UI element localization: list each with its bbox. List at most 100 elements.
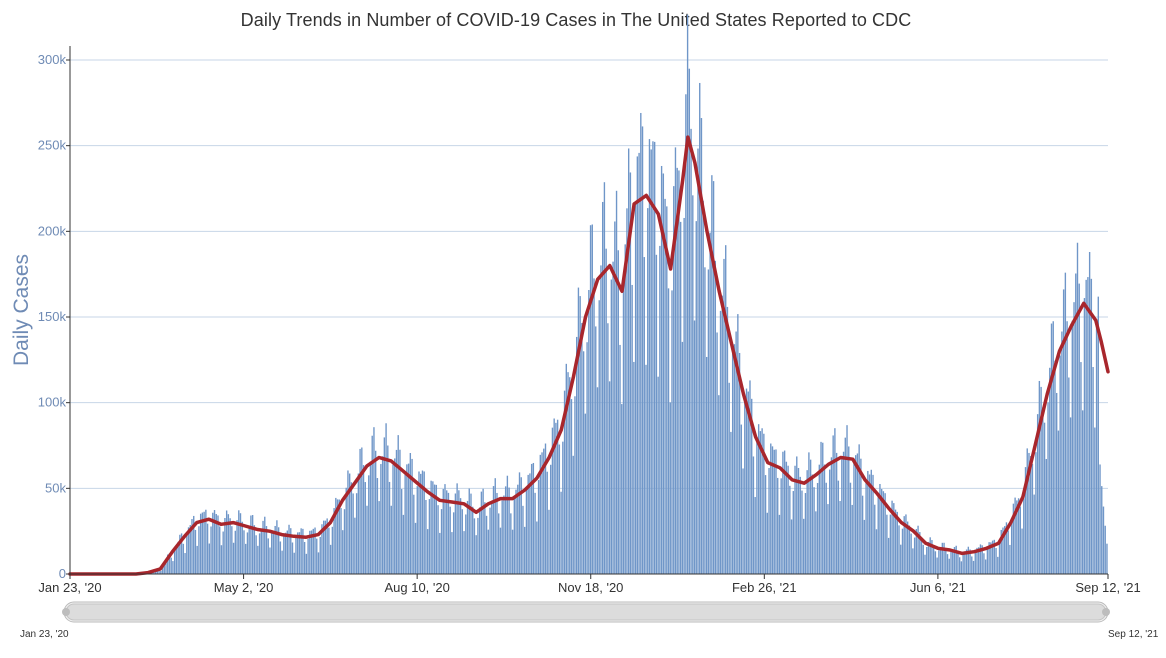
daily-bar[interactable] bbox=[842, 451, 845, 574]
daily-bar[interactable] bbox=[388, 481, 391, 574]
daily-bar[interactable] bbox=[534, 492, 536, 574]
daily-bar[interactable] bbox=[610, 279, 613, 574]
daily-bar[interactable] bbox=[993, 539, 996, 574]
daily-bar[interactable] bbox=[960, 561, 963, 574]
daily-bar[interactable] bbox=[411, 458, 413, 574]
daily-bar[interactable] bbox=[258, 533, 261, 574]
daily-bar[interactable] bbox=[394, 458, 396, 574]
range-navigator[interactable]: Jan 23, '20 Sep 12, '21 bbox=[20, 601, 1159, 640]
daily-bar[interactable] bbox=[312, 528, 314, 574]
daily-bar[interactable] bbox=[452, 512, 455, 574]
daily-bar[interactable] bbox=[1047, 402, 1049, 574]
daily-bar[interactable] bbox=[848, 446, 850, 574]
daily-bar[interactable] bbox=[972, 560, 975, 574]
daily-bar[interactable] bbox=[1009, 544, 1011, 574]
daily-bar[interactable] bbox=[1049, 367, 1051, 574]
daily-bar[interactable] bbox=[361, 447, 363, 575]
daily-bar[interactable] bbox=[782, 451, 784, 574]
daily-bar[interactable] bbox=[1035, 452, 1037, 574]
daily-bar[interactable] bbox=[324, 520, 327, 574]
daily-bar[interactable] bbox=[281, 550, 283, 574]
daily-bar[interactable] bbox=[208, 543, 211, 574]
daily-bar[interactable] bbox=[971, 556, 973, 574]
daily-bar[interactable] bbox=[565, 363, 567, 574]
daily-bar[interactable] bbox=[504, 486, 507, 574]
daily-bar[interactable] bbox=[522, 505, 524, 574]
daily-bar[interactable] bbox=[184, 553, 186, 574]
daily-bar[interactable] bbox=[934, 551, 937, 574]
daily-bar[interactable] bbox=[813, 487, 815, 574]
daily-bar[interactable] bbox=[1038, 380, 1041, 574]
daily-bar[interactable] bbox=[745, 388, 748, 574]
daily-bar[interactable] bbox=[168, 553, 171, 574]
daily-bar[interactable] bbox=[882, 491, 885, 574]
daily-bar[interactable] bbox=[943, 542, 945, 574]
daily-bar[interactable] bbox=[829, 469, 831, 574]
daily-bar[interactable] bbox=[251, 515, 254, 574]
daily-bar[interactable] bbox=[539, 454, 541, 574]
daily-bar[interactable] bbox=[787, 465, 789, 574]
daily-bar[interactable] bbox=[297, 532, 299, 574]
daily-bar[interactable] bbox=[290, 528, 292, 574]
daily-bar[interactable] bbox=[529, 473, 531, 574]
daily-bar[interactable] bbox=[219, 526, 221, 574]
daily-bar[interactable] bbox=[543, 448, 545, 574]
daily-bar[interactable] bbox=[399, 449, 401, 574]
daily-bar[interactable] bbox=[241, 521, 243, 574]
daily-bar[interactable] bbox=[901, 528, 904, 574]
daily-bar[interactable] bbox=[1085, 279, 1087, 574]
daily-bar[interactable] bbox=[1101, 486, 1103, 574]
daily-bar[interactable] bbox=[459, 498, 462, 574]
daily-bar[interactable] bbox=[1010, 523, 1013, 574]
daily-bar[interactable] bbox=[588, 290, 590, 574]
daily-bar[interactable] bbox=[440, 509, 443, 574]
daily-bar[interactable] bbox=[366, 505, 368, 574]
daily-bar[interactable] bbox=[179, 534, 181, 574]
daily-bar[interactable] bbox=[872, 474, 874, 574]
daily-bar[interactable] bbox=[517, 484, 519, 574]
daily-bar[interactable] bbox=[804, 493, 807, 574]
daily-bar[interactable] bbox=[518, 472, 521, 574]
daily-bar[interactable] bbox=[492, 486, 495, 574]
daily-bar[interactable] bbox=[381, 456, 384, 574]
daily-bar[interactable] bbox=[199, 513, 202, 574]
daily-bar[interactable] bbox=[210, 526, 212, 574]
daily-bar[interactable] bbox=[718, 395, 720, 574]
daily-bar[interactable] bbox=[629, 172, 632, 574]
daily-bar[interactable] bbox=[498, 513, 500, 574]
daily-bar[interactable] bbox=[1012, 503, 1015, 574]
daily-bar[interactable] bbox=[1097, 296, 1099, 574]
daily-bar[interactable] bbox=[912, 548, 914, 574]
daily-bar[interactable] bbox=[936, 557, 938, 574]
daily-bar[interactable] bbox=[633, 361, 635, 574]
daily-bar[interactable] bbox=[352, 493, 354, 574]
daily-bar[interactable] bbox=[288, 524, 290, 574]
daily-bar[interactable] bbox=[860, 458, 862, 574]
daily-bar[interactable] bbox=[1000, 529, 1002, 574]
daily-bar[interactable] bbox=[217, 515, 219, 574]
daily-bar[interactable] bbox=[662, 173, 665, 575]
daily-bar[interactable] bbox=[988, 542, 990, 574]
daily-bar[interactable] bbox=[245, 543, 247, 574]
daily-bar[interactable] bbox=[778, 514, 781, 574]
daily-bar[interactable] bbox=[333, 508, 335, 574]
daily-bar[interactable] bbox=[922, 544, 924, 574]
daily-bar[interactable] bbox=[454, 493, 457, 574]
daily-bar[interactable] bbox=[536, 521, 538, 574]
daily-bar[interactable] bbox=[463, 531, 465, 574]
daily-bar[interactable] bbox=[997, 556, 999, 574]
daily-bar[interactable] bbox=[650, 149, 652, 574]
daily-bar[interactable] bbox=[757, 424, 760, 574]
daily-bar[interactable] bbox=[783, 450, 786, 574]
daily-bar[interactable] bbox=[348, 473, 351, 574]
daily-bar[interactable] bbox=[875, 529, 878, 574]
daily-bar[interactable] bbox=[841, 459, 843, 574]
daily-bar[interactable] bbox=[692, 195, 694, 574]
daily-bar[interactable] bbox=[359, 448, 361, 574]
daily-bar[interactable] bbox=[929, 537, 931, 574]
daily-bar[interactable] bbox=[991, 540, 994, 574]
daily-bar[interactable] bbox=[626, 208, 628, 574]
daily-bar[interactable] bbox=[428, 499, 431, 574]
daily-bar[interactable] bbox=[896, 511, 898, 574]
daily-bar[interactable] bbox=[889, 514, 892, 574]
